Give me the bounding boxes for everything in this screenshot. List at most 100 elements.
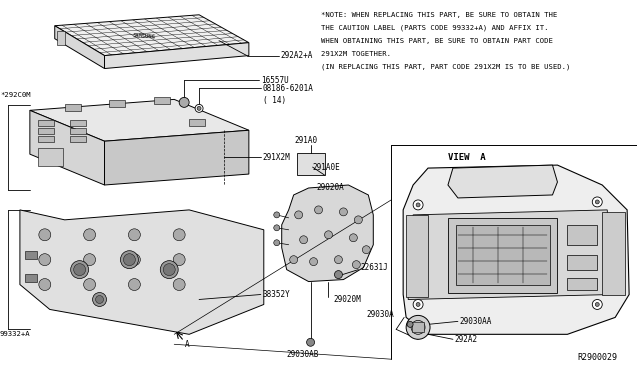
Circle shape (39, 279, 51, 291)
Circle shape (84, 279, 95, 291)
Text: *292C0M: *292C0M (0, 92, 31, 99)
Text: 08186-6201A: 08186-6201A (263, 84, 314, 93)
Bar (70, 136, 86, 142)
Text: VIEW  A: VIEW A (448, 153, 486, 161)
Circle shape (307, 338, 315, 346)
Text: 291X2M TOGETHER.: 291X2M TOGETHER. (321, 51, 390, 57)
Circle shape (173, 279, 185, 291)
Text: R2900029: R2900029 (577, 353, 618, 362)
Text: WHEN OBTAINING THIS PART, BE SURE TO OBTAIN PART CODE: WHEN OBTAINING THIS PART, BE SURE TO OBT… (321, 38, 552, 44)
Bar (297, 153, 324, 175)
Bar (456, 225, 550, 285)
Bar (25, 251, 37, 259)
Circle shape (129, 254, 140, 266)
Circle shape (129, 229, 140, 241)
Text: 29030A: 29030A (367, 310, 394, 319)
Circle shape (39, 254, 51, 266)
Text: 29030AA: 29030AA (460, 317, 492, 326)
Bar (38, 128, 54, 134)
Text: 16557U: 16557U (261, 76, 289, 85)
Bar (38, 136, 54, 142)
Circle shape (349, 234, 357, 242)
Bar (568, 225, 597, 245)
Polygon shape (602, 212, 625, 295)
Polygon shape (104, 43, 249, 68)
Circle shape (413, 200, 423, 210)
Circle shape (163, 264, 175, 276)
Text: 38352Y: 38352Y (263, 290, 291, 299)
Circle shape (416, 302, 420, 307)
Text: 29020A: 29020A (317, 183, 344, 192)
Polygon shape (282, 185, 373, 282)
Circle shape (173, 229, 185, 241)
Text: 291A0: 291A0 (294, 136, 318, 145)
Bar (57, 31, 65, 45)
Polygon shape (30, 99, 249, 141)
Circle shape (120, 251, 138, 269)
Circle shape (411, 320, 425, 334)
Polygon shape (448, 165, 557, 198)
Text: 29030AB: 29030AB (287, 350, 319, 359)
Circle shape (335, 256, 342, 264)
Text: 292A2: 292A2 (455, 335, 478, 344)
Text: 99332+A: 99332+A (0, 331, 31, 337)
Polygon shape (55, 15, 249, 55)
Circle shape (95, 295, 104, 304)
Text: ( 14): ( 14) (263, 96, 286, 105)
Circle shape (310, 258, 317, 266)
Text: 291A0E: 291A0E (312, 163, 340, 171)
Circle shape (195, 105, 203, 112)
Polygon shape (403, 165, 629, 334)
Text: *NOTE: WHEN REPLACING THIS PART, BE SURE TO OBTAIN THE: *NOTE: WHEN REPLACING THIS PART, BE SURE… (321, 12, 557, 18)
Circle shape (274, 212, 280, 218)
Circle shape (335, 270, 342, 279)
Circle shape (160, 261, 178, 279)
Text: 292A2+A: 292A2+A (281, 51, 313, 60)
Circle shape (274, 225, 280, 231)
Bar (412, 323, 424, 332)
Circle shape (592, 197, 602, 207)
Text: A: A (185, 340, 190, 349)
Circle shape (197, 106, 201, 110)
Circle shape (74, 264, 86, 276)
Circle shape (595, 200, 599, 204)
Circle shape (362, 246, 371, 254)
Polygon shape (406, 215, 428, 298)
Circle shape (324, 231, 332, 239)
Circle shape (70, 261, 88, 279)
Circle shape (315, 206, 323, 214)
Circle shape (300, 236, 308, 244)
Bar (189, 119, 205, 126)
Circle shape (592, 299, 602, 310)
Polygon shape (55, 26, 104, 68)
Text: (IN REPLACING THIS PART, PART CODE 291X2M IS TO BE USED.): (IN REPLACING THIS PART, PART CODE 291X2… (321, 63, 570, 70)
Text: 29020M: 29020M (333, 295, 361, 304)
Bar (154, 97, 170, 105)
Polygon shape (104, 130, 249, 185)
Circle shape (129, 279, 140, 291)
Circle shape (355, 216, 362, 224)
Circle shape (124, 254, 136, 266)
Bar (448, 218, 557, 292)
Circle shape (416, 203, 420, 207)
Circle shape (39, 229, 51, 241)
Circle shape (84, 229, 95, 241)
Bar (25, 273, 37, 282)
Circle shape (84, 254, 95, 266)
Circle shape (93, 292, 106, 307)
Bar (65, 105, 81, 111)
Text: SAMSUNG: SAMSUNG (133, 33, 156, 40)
Circle shape (339, 208, 348, 216)
Circle shape (353, 261, 360, 269)
Circle shape (413, 299, 423, 310)
Polygon shape (20, 210, 264, 334)
Bar (38, 120, 54, 126)
Bar (70, 120, 86, 126)
Polygon shape (408, 210, 612, 299)
Circle shape (179, 97, 189, 108)
Text: 22631J: 22631J (360, 263, 388, 272)
Text: 291X2M: 291X2M (263, 153, 291, 161)
Circle shape (407, 321, 413, 327)
Circle shape (294, 211, 303, 219)
Bar (38, 148, 63, 166)
